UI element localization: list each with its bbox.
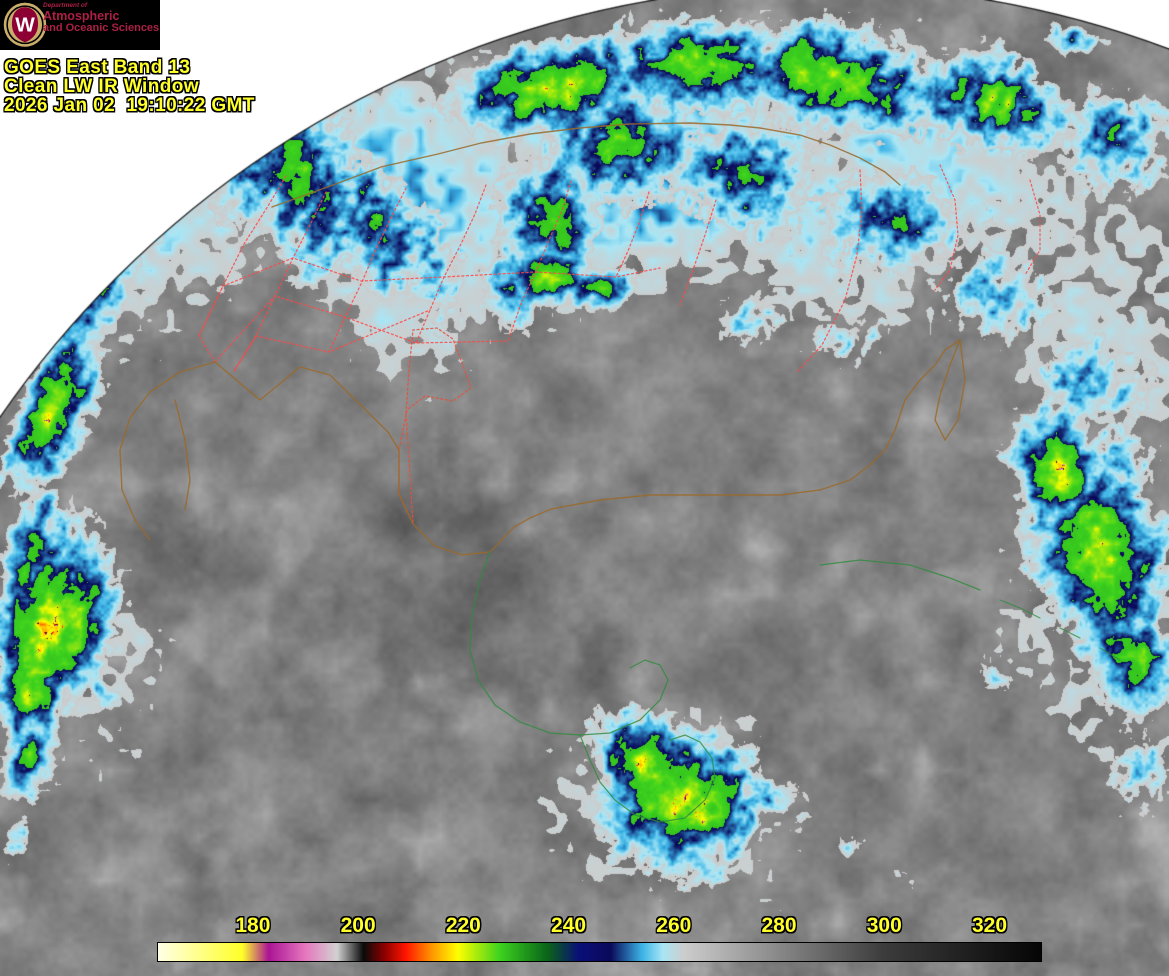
- svg-text:W: W: [15, 14, 35, 37]
